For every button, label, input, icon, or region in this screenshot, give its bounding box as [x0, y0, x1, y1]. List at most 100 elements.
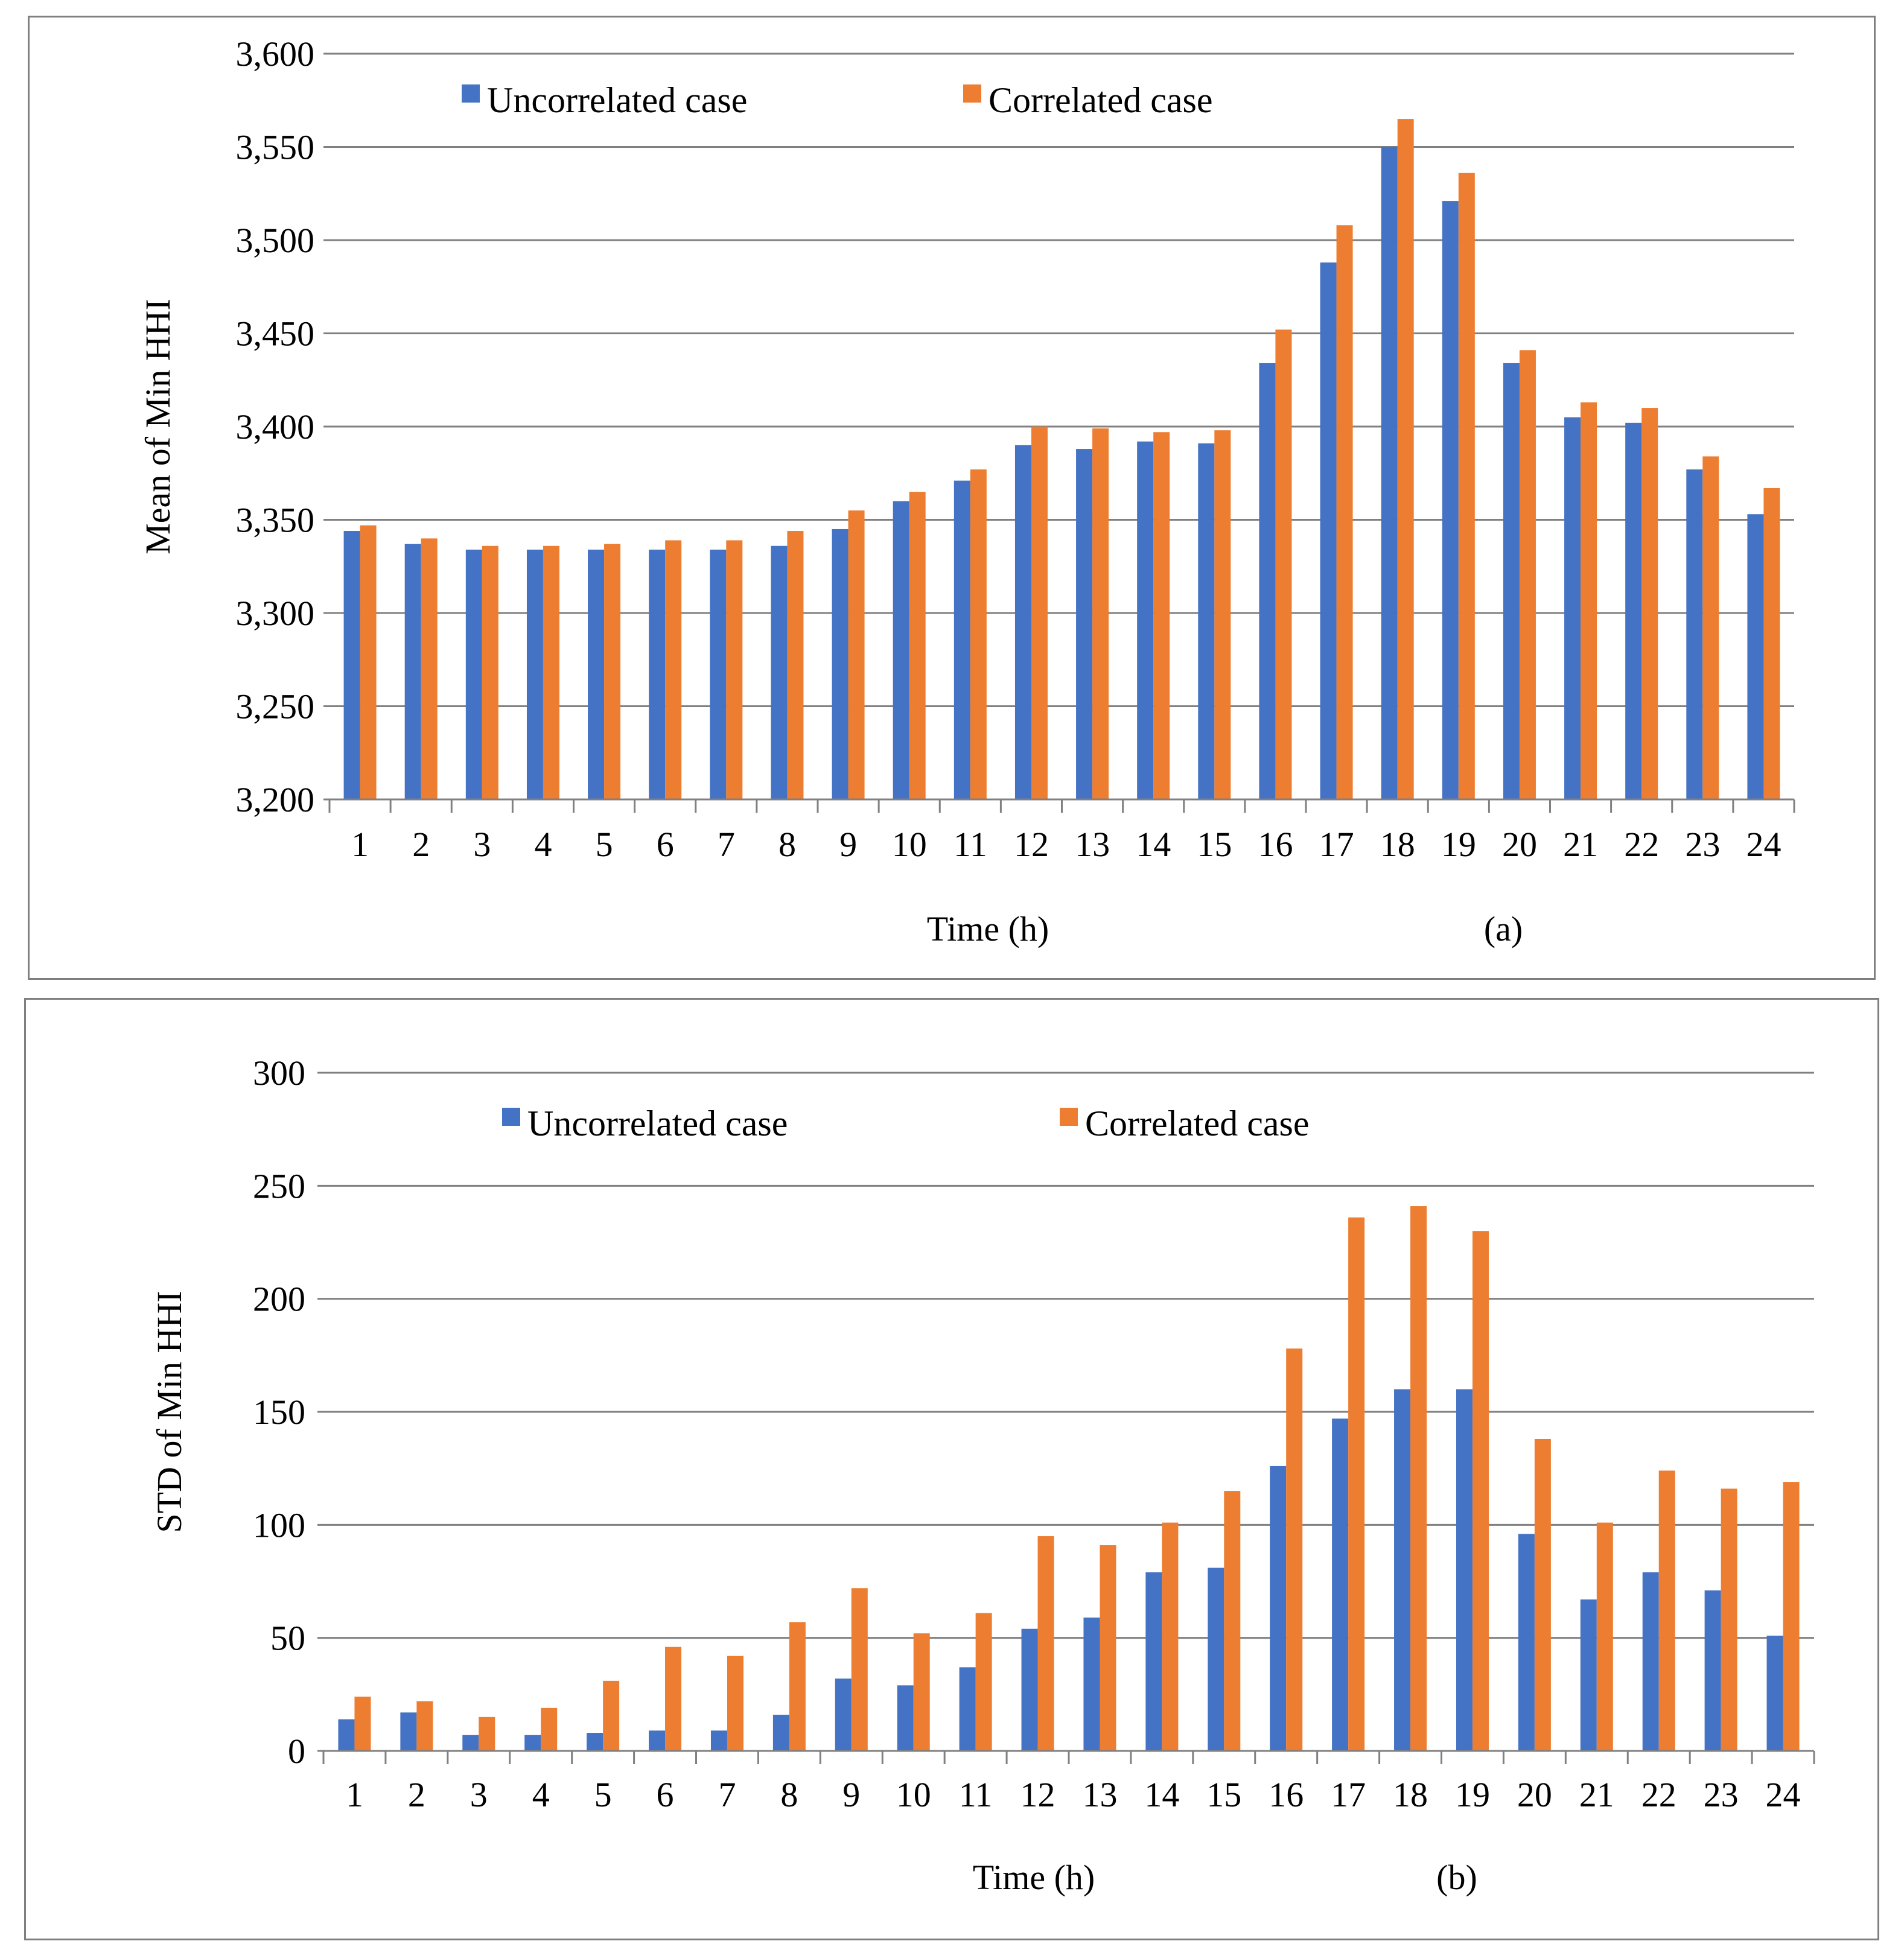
chart-b-x-tick-label: 9	[842, 1775, 860, 1814]
chart-b-bar-uncorrelated-22	[1642, 1572, 1659, 1751]
chart-b-bar-uncorrelated-9	[835, 1679, 852, 1751]
chart-b-bar-uncorrelated-21	[1580, 1599, 1597, 1751]
chart-b-bar-correlated-4	[541, 1707, 558, 1751]
chart-a-bar-correlated-3	[482, 545, 498, 799]
chart-b-x-tick-label: 18	[1393, 1775, 1428, 1814]
chart-a-bar-correlated-2	[421, 538, 438, 799]
chart-a-bar-correlated-6	[665, 540, 682, 799]
chart-b-x-tick-label: 3	[470, 1775, 488, 1814]
chart-b-y-tick-label: 200	[253, 1280, 305, 1319]
chart-b-x-tick-label: 5	[594, 1775, 612, 1814]
chart-a-bar-uncorrelated-1	[343, 531, 360, 799]
chart-a-bar-uncorrelated-19	[1442, 201, 1459, 799]
chart-b-bar-correlated-23	[1721, 1488, 1737, 1751]
chart-b-y-tick-label: 150	[253, 1393, 305, 1432]
chart-b-bar-uncorrelated-8	[772, 1715, 789, 1751]
chart-a-bar-uncorrelated-18	[1381, 147, 1398, 799]
chart-b-x-tick-label: 23	[1704, 1775, 1739, 1814]
chart-b-bar-uncorrelated-1	[338, 1719, 355, 1751]
chart-a-x-tick-label: 1	[351, 825, 369, 864]
chart-a-bar-correlated-12	[1031, 427, 1048, 799]
chart-b-bar-correlated-6	[665, 1647, 682, 1751]
chart-b-bar-uncorrelated-11	[959, 1667, 976, 1751]
chart-a-x-tick-label: 20	[1502, 825, 1537, 864]
chart-b-bar-correlated-7	[727, 1656, 743, 1751]
chart-a-bar-uncorrelated-11	[954, 480, 970, 799]
chart-b-bar-correlated-22	[1658, 1470, 1675, 1751]
chart-a-x-tick-label: 7	[718, 825, 735, 864]
legend-swatch-correlated	[1060, 1108, 1078, 1126]
chart-a-x-tick-label: 4	[534, 825, 552, 864]
chart-a-x-tick-label: 23	[1685, 825, 1720, 864]
chart-a-y-tick-label: 3,500	[236, 221, 315, 260]
chart-a-x-tick-label: 6	[657, 825, 674, 864]
chart-a-x-ticks: 1 2 3 4 5 6 7 8 9 10 11 12 13 14 15 16 17 18 19 20 21 22 23 24	[351, 825, 1781, 864]
chart-a-bar-uncorrelated-23	[1686, 469, 1703, 799]
chart-a-y-tick-label: 3,300	[236, 594, 315, 633]
chart-a-x-tick-label: 11	[954, 825, 987, 864]
chart-a-bar-correlated-5	[604, 544, 621, 799]
chart-b-bar-uncorrelated-20	[1518, 1534, 1535, 1751]
chart-b-x-tick-label: 11	[959, 1775, 993, 1814]
chart-b-bar-correlated-10	[913, 1633, 930, 1751]
chart-b-y-ticks: 0 50 100 150 200 250 300	[253, 1053, 305, 1771]
chart-a-x-tick-label: 18	[1380, 825, 1415, 864]
chart-a-bar-correlated-20	[1519, 350, 1536, 799]
chart-b-bar-correlated-2	[416, 1701, 433, 1751]
chart-a-bar-uncorrelated-15	[1198, 443, 1215, 799]
chart-a-bar-correlated-8	[787, 531, 804, 799]
chart-b-bar-uncorrelated-3	[462, 1735, 479, 1751]
chart-b-x-tick-label: 16	[1269, 1775, 1304, 1814]
chart-a-x-tick-label: 12	[1014, 825, 1049, 864]
chart-a-x-tick-label: 2	[412, 825, 430, 864]
chart-b-bar-correlated-1	[354, 1697, 371, 1751]
chart-a-bar-correlated-19	[1458, 173, 1475, 799]
legend-swatch-correlated	[963, 84, 981, 103]
chart-b-panel-label: (b)	[1436, 1858, 1477, 1897]
chart-b-y-tick-label: 300	[253, 1053, 305, 1093]
chart-b-axes	[317, 1750, 1815, 1764]
chart-a-bar-uncorrelated-24	[1747, 514, 1764, 799]
chart-panel-a: 3,200 3,250 3,300 3,350 3,400 3,450 3,500 3,550…	[28, 16, 1876, 980]
chart-a-y-tick-label: 3,550	[236, 128, 315, 167]
chart-a-bar-correlated-17	[1336, 225, 1353, 799]
chart-a-svg: 3,200 3,250 3,300 3,350 3,400 3,450 3,500 3,550…	[138, 34, 1795, 948]
chart-a-bar-uncorrelated-14	[1137, 441, 1154, 799]
chart-b-y-tick-label: 0	[288, 1732, 305, 1771]
chart-a-x-tick-label: 5	[596, 825, 613, 864]
chart-a-y-tick-label: 3,600	[236, 34, 315, 74]
chart-a-x-tick-label: 24	[1746, 825, 1781, 864]
chart-b-x-tick-label: 6	[657, 1775, 674, 1814]
chart-b-bar-uncorrelated-13	[1083, 1617, 1100, 1751]
chart-b-bar-uncorrelated-5	[587, 1733, 603, 1751]
chart-b-bar-uncorrelated-2	[400, 1712, 417, 1751]
chart-b-bar-correlated-24	[1783, 1482, 1800, 1751]
chart-b-x-axis-label: Time (h)	[973, 1858, 1095, 1897]
chart-b-bars	[338, 1206, 1800, 1751]
chart-a-bar-correlated-24	[1763, 488, 1780, 799]
chart-b-bar-uncorrelated-12	[1021, 1628, 1038, 1751]
chart-b-bar-correlated-8	[789, 1622, 806, 1751]
chart-b-bar-uncorrelated-4	[524, 1735, 541, 1751]
chart-a-legend[interactable]: Uncorrelated case Correlated case	[462, 80, 1212, 120]
chart-a-gridlines	[323, 52, 1794, 707]
chart-b-x-tick-label: 19	[1455, 1775, 1490, 1814]
chart-b-bar-correlated-17	[1348, 1217, 1365, 1751]
chart-a-bar-uncorrelated-2	[404, 544, 421, 799]
chart-a-y-ticks: 3,200 3,250 3,300 3,350 3,400 3,450 3,500 3,550…	[236, 34, 315, 819]
chart-a-bar-correlated-13	[1092, 428, 1109, 799]
chart-a-bar-correlated-23	[1702, 456, 1719, 799]
chart-a-x-tick-label: 14	[1136, 825, 1171, 864]
chart-b-bar-correlated-21	[1596, 1522, 1613, 1751]
chart-a-bar-uncorrelated-17	[1320, 262, 1337, 800]
chart-a-bar-uncorrelated-8	[771, 545, 788, 799]
chart-a-bar-uncorrelated-9	[832, 529, 849, 799]
chart-b-bar-correlated-18	[1410, 1206, 1427, 1751]
chart-b-bar-correlated-5	[603, 1680, 620, 1751]
chart-b-legend[interactable]: Uncorrelated case Correlated case	[502, 1104, 1309, 1143]
chart-a-x-tick-label: 15	[1197, 825, 1232, 864]
chart-a-x-tick-label: 10	[892, 825, 927, 864]
chart-b-bar-correlated-16	[1286, 1348, 1303, 1751]
chart-a-y-tick-label: 3,200	[236, 780, 315, 819]
